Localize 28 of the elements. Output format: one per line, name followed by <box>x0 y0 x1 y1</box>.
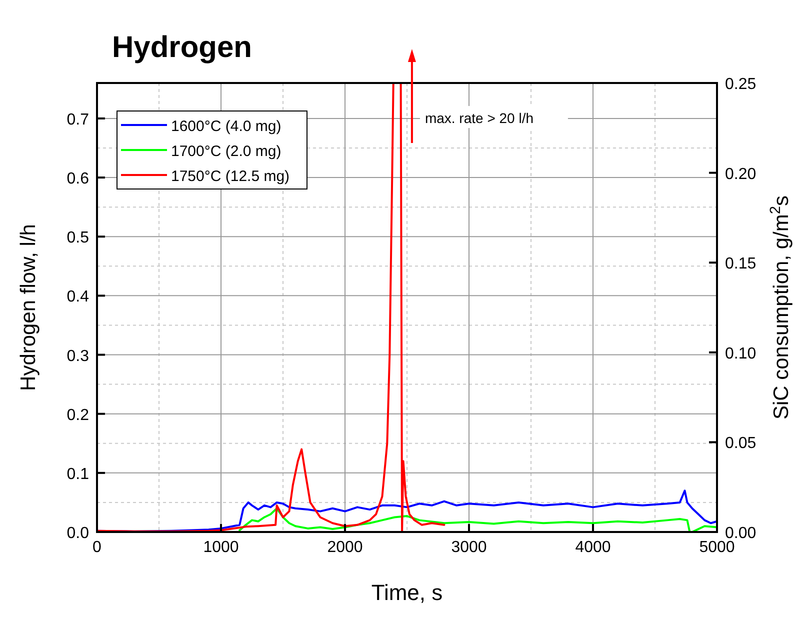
y-tick-label: 0.1 <box>66 466 90 483</box>
y-tick-label: 0.5 <box>66 230 90 247</box>
x-axis-title: Time, s <box>371 580 443 605</box>
y2-tick-label: 0.15 <box>725 256 756 273</box>
legend-label: 1600°C (4.0 mg) <box>171 118 282 135</box>
y-tick-label: 0.0 <box>66 525 90 542</box>
legend-label: 1700°C (2.0 mg) <box>171 143 282 160</box>
x-tick-label: 0 <box>92 539 102 556</box>
chart-title: Hydrogen <box>112 31 252 64</box>
line-series <box>238 507 718 533</box>
y-axis-title: Hydrogen flow, l/h <box>17 224 40 391</box>
y2-tick-label: 0.20 <box>725 166 756 183</box>
x-tick-label: 4000 <box>575 539 611 556</box>
x-tick-label: 3000 <box>451 539 487 556</box>
y-tick-label: 0.7 <box>66 111 90 128</box>
annotation: max. rate > 20 l/h <box>424 110 534 126</box>
y-tick-label: 0.2 <box>66 406 90 424</box>
y-tick-label: 0.6 <box>66 170 90 188</box>
y2-tick-label: 0.10 <box>725 345 756 362</box>
y2-tick-label: 0.25 <box>725 76 756 93</box>
x-tick-label: 2000 <box>327 539 363 556</box>
x-tick-label: 5000 <box>699 539 735 556</box>
y-tick-label: 0.3 <box>66 348 90 365</box>
x-tick-label: 1000 <box>203 539 239 556</box>
y2-tick-label: 0.00 <box>725 525 756 542</box>
legend-label: 1750°C (12.5 mg) <box>171 168 290 185</box>
y2-tick-label: 0.05 <box>725 435 756 452</box>
y-tick-label: 0.4 <box>66 288 90 306</box>
